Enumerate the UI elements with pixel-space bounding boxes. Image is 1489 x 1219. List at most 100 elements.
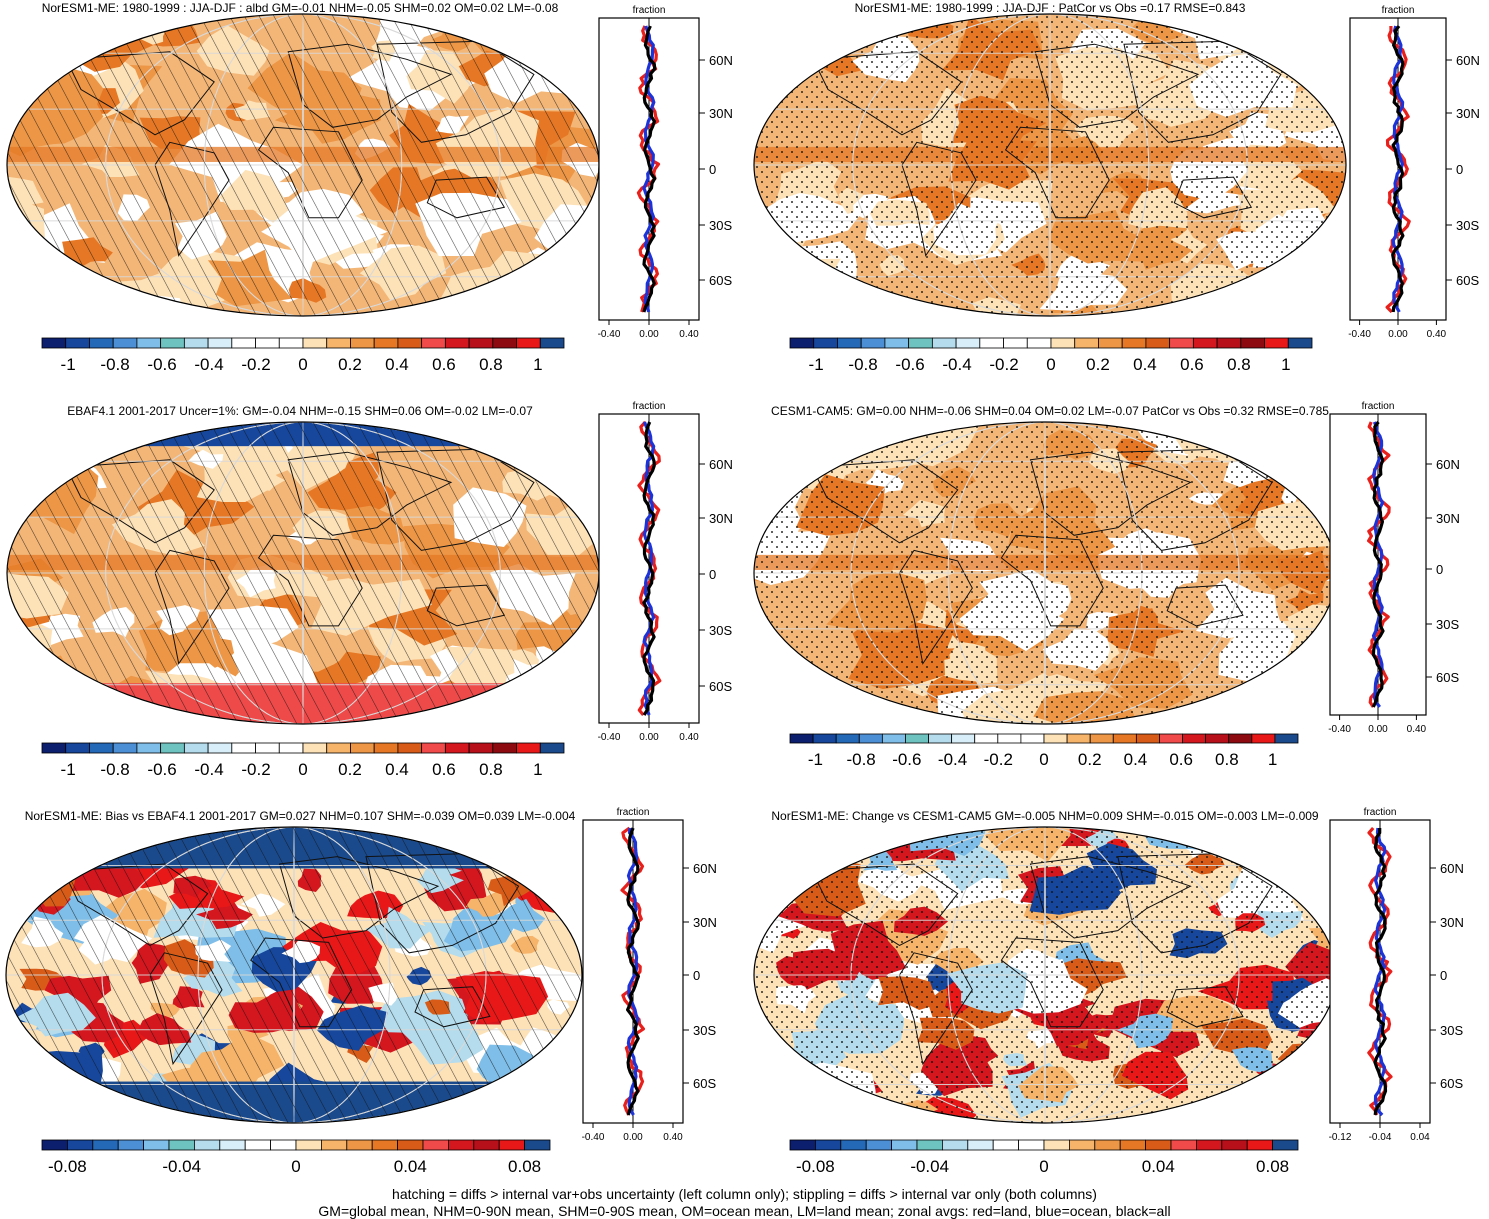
colorbar-cell — [1182, 733, 1207, 744]
map-panel-6 — [753, 826, 1337, 1124]
colorbar-cell — [951, 733, 976, 744]
colorbar-cell — [835, 733, 860, 744]
zonal-x-label: -0.04 — [1369, 1132, 1392, 1143]
lat-label: 30S — [709, 218, 732, 233]
colorbar-cell — [1135, 733, 1160, 744]
colorbar-cell — [891, 1139, 918, 1151]
colorbar-cell — [905, 733, 929, 744]
colorbar-label: -0.6 — [147, 355, 176, 374]
zonal-mean-plot-4: fraction 60N 30N 0 30S 60S -0.40 0.00 0.40 — [1328, 401, 1460, 735]
colorbar-cell — [41, 337, 67, 349]
zonal-mean-plot-3: fraction 60N 30N 0 30S 60S -0.40 0.00 0.40 — [598, 401, 733, 743]
colorbar-cell — [498, 1139, 526, 1151]
zonal-header: fraction — [633, 401, 666, 412]
colorbar-label: -0.2 — [241, 355, 270, 374]
colorbar-label: 0.6 — [1180, 355, 1204, 374]
colorbar-cell — [931, 337, 957, 349]
zonal-x-label: 0.40 — [1427, 329, 1447, 340]
colorbar-label: 0.08 — [508, 1157, 541, 1176]
colorbar-label: -0.04 — [910, 1157, 949, 1176]
colorbar-cell — [422, 1139, 449, 1151]
colorbar-cell — [160, 337, 185, 349]
colorbar-cell — [231, 337, 256, 349]
colorbar-cell — [1287, 337, 1313, 349]
colorbar-label: 0 — [291, 1157, 300, 1176]
colorbar-cell — [1043, 1139, 1070, 1151]
colorbar-label: 0.2 — [338, 355, 362, 374]
lat-label: 60S — [693, 1076, 716, 1091]
colorbar-cell — [231, 742, 256, 754]
colorbar-cell — [789, 733, 814, 744]
colorbar-cell — [1003, 337, 1028, 349]
colorbar-label: -0.2 — [989, 355, 1018, 374]
colorbar-cell — [974, 733, 999, 744]
colorbar-label: -0.4 — [938, 750, 967, 769]
lat-label: 60S — [709, 273, 732, 288]
colorbar-label: 0.04 — [394, 1157, 427, 1176]
panel-title-2: NorESM1-ME: 1980-1999 : JJA-DJF : PatCor… — [855, 1, 1246, 15]
zonal-x-label: 0.00 — [639, 329, 659, 340]
colorbar-cell — [397, 337, 423, 349]
colorbar-cell — [516, 742, 541, 754]
colorbar-cell — [1094, 1139, 1121, 1151]
lat-label: 0 — [1440, 968, 1447, 983]
zonal-curve-all — [1373, 828, 1388, 1116]
colorbar-cell — [813, 337, 838, 349]
colorbar-cell — [1205, 733, 1230, 744]
colorbar-cell — [468, 337, 494, 349]
colorbar-cell — [41, 742, 67, 754]
zonal-header: fraction — [633, 5, 666, 16]
zonal-x-label: -0.40 — [598, 329, 621, 340]
colorbar-cell — [255, 742, 280, 754]
map-panel-4 — [753, 421, 1337, 725]
colorbar-label: -0.6 — [147, 760, 176, 779]
colorbar-cell — [67, 1139, 94, 1151]
zonal-header: fraction — [1362, 401, 1395, 412]
lat-label: 0 — [709, 567, 716, 582]
colorbar-cell — [860, 337, 886, 349]
map-panel-1 — [6, 13, 600, 317]
colorbar-cell — [812, 733, 837, 744]
zonal-x-label: 0.40 — [663, 1132, 683, 1143]
lat-label: 60N — [1436, 457, 1460, 472]
lat-label: 60S — [1456, 273, 1479, 288]
panel-title-6: NorESM1-ME: Change vs CESM1-CAM5 GM=-0.0… — [771, 809, 1319, 823]
colorbar-label: -0.08 — [796, 1157, 835, 1176]
zonal-curve-all — [642, 421, 656, 716]
colorbar-label: -0.4 — [942, 355, 971, 374]
colorbar-cell — [136, 742, 162, 754]
colorbar-cell — [955, 337, 981, 349]
colorbar-cell — [815, 1139, 842, 1151]
colorbar-cell — [278, 742, 304, 754]
colorbar-label: -0.04 — [162, 1157, 201, 1176]
colorbar-cell — [255, 337, 280, 349]
lat-label: 30N — [709, 511, 733, 526]
colorbar-label: 0.4 — [385, 355, 409, 374]
lat-label: 60S — [709, 679, 732, 694]
colorbar-label: 1 — [1268, 750, 1277, 769]
colorbar-cell — [840, 1139, 867, 1151]
colorbar-cell — [789, 337, 815, 349]
colorbar-cell — [928, 733, 953, 744]
colorbar-label: 0.8 — [1215, 750, 1239, 769]
lat-label: 60N — [1440, 861, 1464, 876]
colorbar-cell — [270, 1139, 297, 1151]
lat-label: 60N — [1456, 53, 1480, 68]
zonal-x-label: 0.00 — [1368, 724, 1388, 735]
colorbar-cell — [858, 733, 883, 744]
colorbar-cell — [136, 337, 162, 349]
colorbar-cell — [89, 337, 114, 349]
map-border — [753, 13, 1347, 317]
colorbar-cell — [1221, 1139, 1248, 1151]
zonal-x-label: 0.40 — [679, 732, 699, 743]
colorbar-cell — [373, 742, 399, 754]
colorbar-cell — [492, 742, 517, 754]
colorbar-cell — [117, 1139, 144, 1151]
colorbar-label: -1 — [808, 750, 823, 769]
colorbar-cell — [183, 742, 209, 754]
lat-label: 0 — [709, 162, 716, 177]
lat-label: 30N — [1436, 511, 1460, 526]
lat-label: 30S — [1456, 218, 1479, 233]
zonal-mean-plot-5: fraction 60N 30N 0 30S 60S -0.40 0.00 0.40 — [582, 807, 717, 1143]
